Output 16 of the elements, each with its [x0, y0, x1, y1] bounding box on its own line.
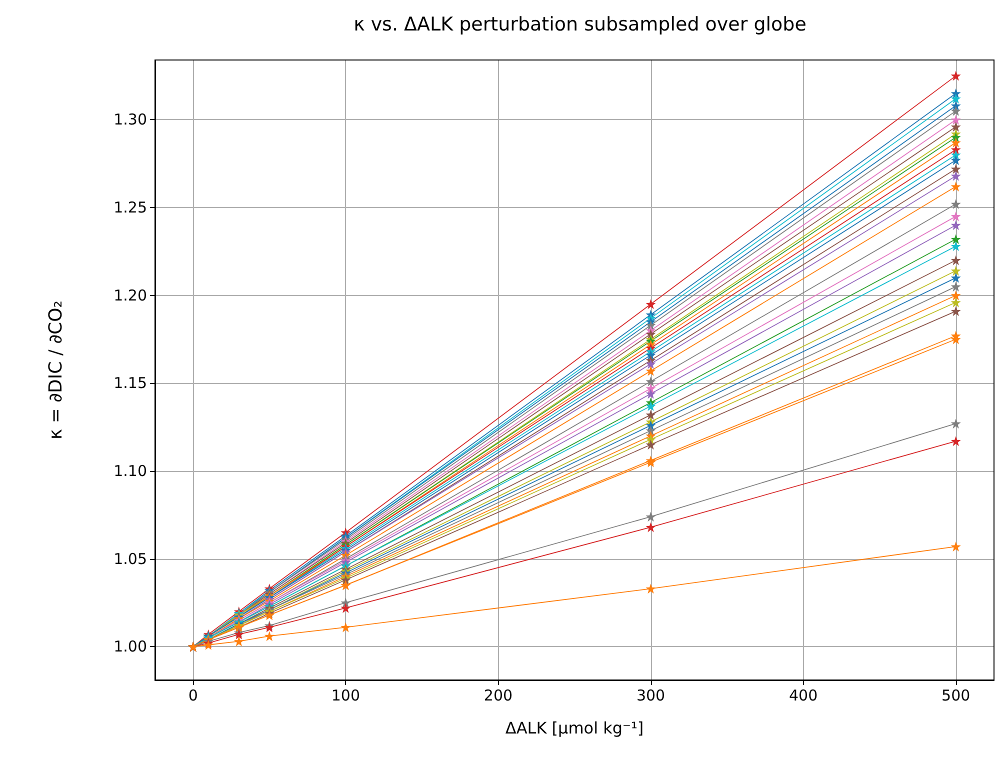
- y-tick-label: 1.30: [114, 110, 147, 129]
- x-axis-title: ΔALK [μmol kg⁻¹]: [505, 718, 644, 738]
- chart-title: κ vs. ΔALK perturbation subsampled over globe: [354, 14, 806, 36]
- y-tick-label: 1.10: [114, 462, 147, 480]
- y-tick-label: 1.05: [114, 550, 147, 568]
- y-tick-label: 1.20: [114, 286, 147, 304]
- x-tick-label: 500: [942, 686, 970, 704]
- x-tick-label: 100: [331, 686, 360, 704]
- y-tick-label: 1.00: [114, 638, 147, 656]
- y-tick-label: 1.25: [114, 198, 147, 217]
- y-axis-title: κ = ∂DIC / ∂CO₂: [46, 300, 66, 440]
- y-tick-label: 1.15: [114, 374, 147, 392]
- x-tick-label: 200: [484, 686, 513, 704]
- x-tick-label: 300: [636, 686, 666, 704]
- x-tick-label: 400: [789, 686, 818, 704]
- x-tick-label: 0: [188, 686, 198, 704]
